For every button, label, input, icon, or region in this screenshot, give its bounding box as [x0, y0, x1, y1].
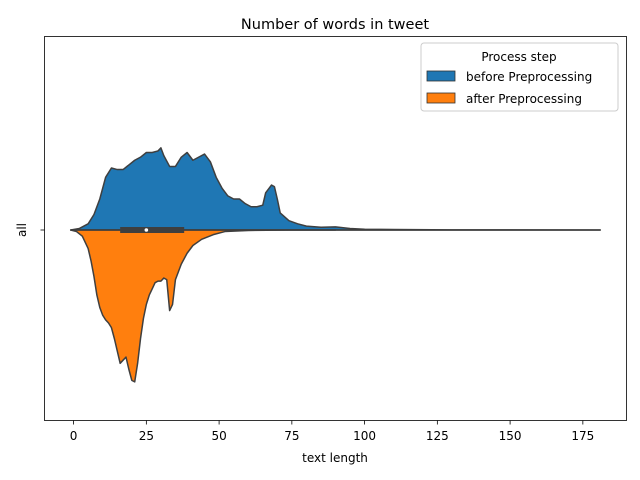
plot-frame — [44, 36, 627, 421]
violin-half-after — [69, 229, 337, 383]
legend-title: Process step — [481, 50, 556, 64]
x-tick-label: 100 — [353, 429, 376, 443]
legend-swatch-after — [426, 92, 456, 104]
x-tick-label: 75 — [284, 429, 299, 443]
x-tick-label: 25 — [139, 429, 154, 443]
x-tick-label: 50 — [211, 429, 226, 443]
chart-title: Number of words in tweet — [241, 17, 429, 33]
legend-label-before: before Preprocessing — [466, 70, 592, 84]
x-tick-label: 125 — [426, 429, 449, 443]
legend: Process step before Preprocessing after … — [420, 42, 619, 112]
box-iqr — [120, 227, 185, 233]
y-tick-label: all — [15, 223, 29, 237]
x-axis-ticks: 0 25 50 75 100 125 150 175 — [70, 420, 594, 443]
box-layer — [70, 227, 601, 233]
box-median — [144, 228, 149, 232]
x-tick-label: 150 — [499, 429, 522, 443]
x-tick-label: 175 — [571, 429, 594, 443]
legend-box — [420, 42, 619, 112]
x-axis-label: text length — [302, 451, 368, 465]
legend-swatch-before — [426, 70, 456, 82]
violin-half-before — [69, 147, 602, 231]
violin-layer — [69, 147, 602, 383]
legend-label-after: after Preprocessing — [466, 92, 582, 106]
x-tick-label: 0 — [70, 429, 78, 443]
